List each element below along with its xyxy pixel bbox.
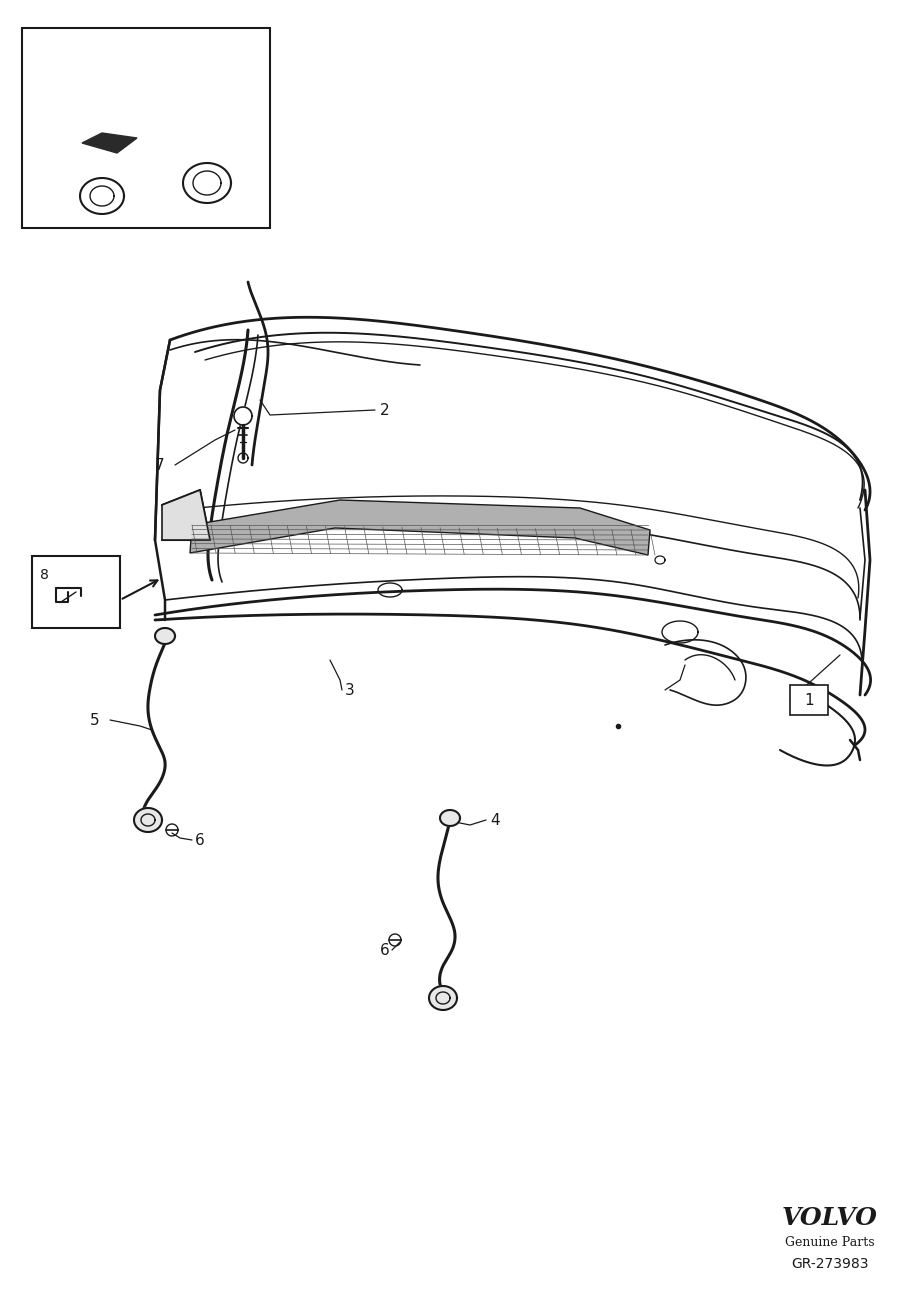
Polygon shape: [238, 453, 248, 462]
Text: 8: 8: [40, 568, 49, 582]
Text: 2: 2: [380, 403, 390, 417]
Text: 7: 7: [155, 457, 165, 473]
Polygon shape: [162, 490, 210, 540]
Polygon shape: [155, 627, 175, 644]
Text: 5: 5: [90, 712, 100, 727]
Bar: [22, 29, 270, 229]
Text: Genuine Parts: Genuine Parts: [786, 1235, 875, 1248]
Text: 6: 6: [195, 833, 205, 847]
Polygon shape: [440, 811, 460, 826]
Text: 4: 4: [490, 812, 499, 827]
Text: 6: 6: [381, 943, 390, 957]
Polygon shape: [234, 407, 252, 425]
Polygon shape: [429, 986, 457, 1011]
Polygon shape: [134, 808, 162, 831]
Text: 1: 1: [805, 692, 814, 708]
Polygon shape: [82, 132, 137, 153]
Text: VOLVO: VOLVO: [782, 1205, 878, 1230]
Polygon shape: [190, 500, 650, 555]
Bar: [32, 556, 120, 627]
Bar: [790, 685, 828, 714]
Text: GR-273983: GR-273983: [791, 1257, 869, 1270]
Text: 3: 3: [345, 682, 355, 698]
